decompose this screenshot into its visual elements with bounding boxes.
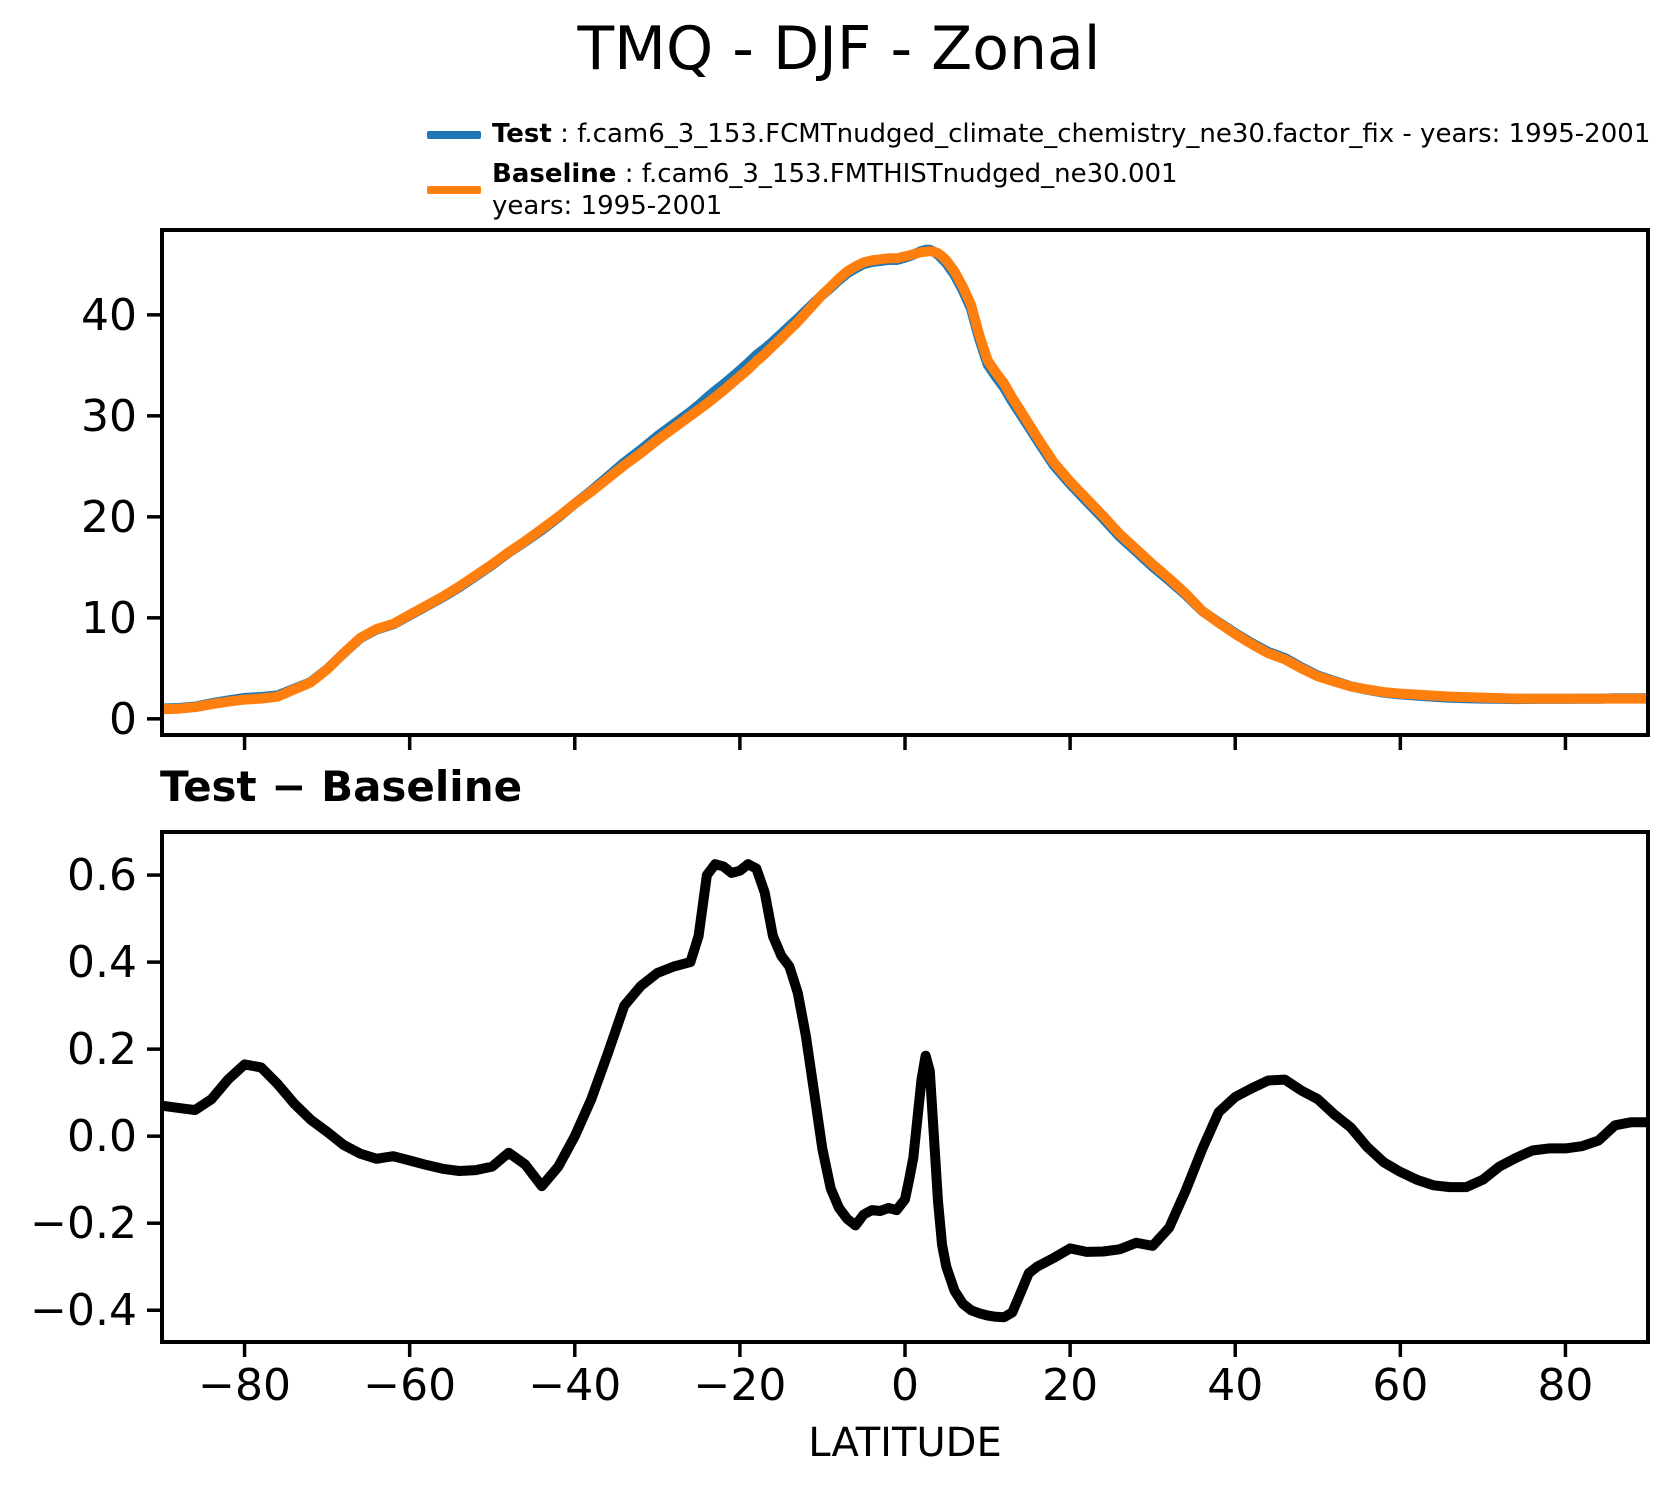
legend-test-entry: Test : f.cam6_3_153.FCMTnudged_climate_c…: [492, 118, 1650, 150]
y-tick-label: 0.6: [67, 850, 137, 901]
legend-baseline-name: Baseline: [492, 159, 617, 189]
baseline-line: [162, 246, 1648, 715]
x-tick-label: −80: [198, 1360, 291, 1411]
y-tick-label: 0: [109, 694, 137, 745]
diff-panel-border: [160, 830, 1650, 1344]
x-axis-label: LATITUDE: [808, 1420, 1002, 1466]
y-tick-label: −0.4: [30, 1285, 137, 1336]
legend-test-swatch: [427, 131, 481, 139]
x-tick-label: 80: [1537, 1360, 1593, 1411]
legend-test-name: Test: [492, 119, 552, 149]
x-tick-label: −60: [363, 1360, 456, 1411]
x-tick-label: −40: [528, 1360, 621, 1411]
diff-panel-ticks: [147, 873, 1568, 1357]
y-tick-label: 40: [81, 290, 137, 341]
main-panel-ticks: [147, 313, 1568, 750]
diff-panel-title: Test − Baseline: [160, 762, 523, 811]
x-tick-label: 40: [1207, 1360, 1263, 1411]
test-line: [162, 244, 1648, 714]
figure-title: TMQ - DJF - Zonal: [577, 14, 1101, 84]
y-tick-label: 20: [81, 492, 137, 543]
legend-test-desc: : f.cam6_3_153.FCMTnudged_climate_chemis…: [560, 119, 1651, 149]
main-panel-tick-labels: 0 10 20 30 40: [81, 290, 137, 745]
legend: Test : f.cam6_3_153.FCMTnudged_climate_c…: [0, 0, 1678, 230]
diff-panel-tick-labels: −80 −60 −40 −20 0 20 40 60 80 0.6 0.4 0.2 0.0 −0.2 −0.…: [30, 850, 1593, 1411]
legend-baseline-swatch: [427, 186, 481, 194]
legend-baseline-years: years: 1995-2001: [492, 191, 723, 221]
y-tick-label: 0.0: [67, 1111, 137, 1162]
diff-panel: −80 −60 −40 −20 0 20 40 60 80 0.6 0.4 0.2 0.0 −0.2 −0.…: [30, 830, 1650, 1411]
y-tick-label: 10: [81, 593, 137, 644]
legend-baseline-entry: Baseline : f.cam6_3_153.FMTHISTnudged_ne…: [492, 158, 1178, 222]
x-tick-label: 20: [1042, 1360, 1098, 1411]
y-tick-label: 30: [81, 391, 137, 442]
y-tick-label: −0.2: [30, 1198, 137, 1249]
x-tick-label: −20: [693, 1360, 786, 1411]
main-panel: 0 10 20 30 40: [81, 228, 1650, 750]
x-tick-label: 0: [891, 1360, 919, 1411]
diff-line: [162, 859, 1648, 1323]
x-tick-label: 60: [1372, 1360, 1428, 1411]
main-panel-border: [160, 228, 1650, 737]
y-tick-label: 0.4: [67, 937, 137, 988]
y-tick-label: 0.2: [67, 1024, 137, 1075]
legend-baseline-desc: : f.cam6_3_153.FMTHISTnudged_ne30.001: [624, 159, 1178, 189]
